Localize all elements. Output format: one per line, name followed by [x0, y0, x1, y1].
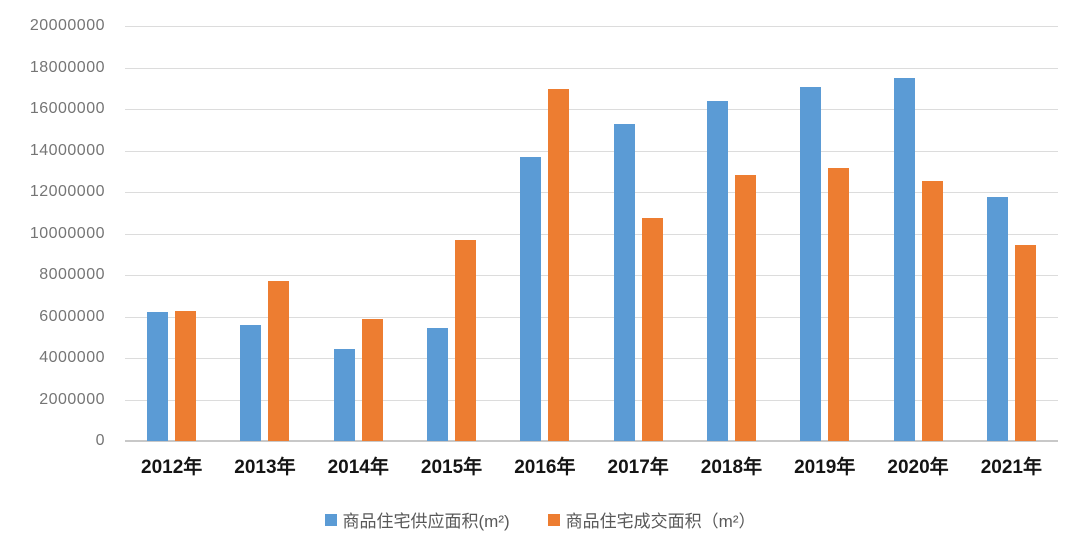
y-tick-label: 6000000	[39, 307, 105, 325]
y-tick-label: 10000000	[29, 224, 105, 242]
bar-transaction-2012年	[175, 311, 197, 441]
x-tick-label: 2020年	[887, 457, 949, 478]
legend-label: 商品住宅成交面积（m²）	[565, 512, 756, 531]
legend-label: 商品住宅供应面积(m²)	[342, 512, 510, 531]
bar-transaction-2020年	[921, 180, 943, 441]
y-tick-label: 16000000	[29, 100, 105, 117]
bar-transaction-2016年	[548, 89, 570, 441]
bar-supply-2020年	[893, 77, 915, 441]
legend-item-transaction: 商品住宅成交面积（m²）	[547, 507, 756, 532]
bar-transaction-2015年	[455, 239, 477, 441]
bar-supply-2017年	[613, 123, 635, 441]
y-tick-label: 20000000	[29, 17, 105, 34]
bar-transaction-2018年	[734, 175, 756, 441]
y-tick-label: 12000000	[29, 183, 105, 200]
y-tick-label: 14000000	[29, 141, 105, 159]
gridline	[125, 150, 1058, 152]
bar-supply-2012年	[147, 312, 169, 441]
x-tick-label: 2018年	[700, 457, 763, 478]
bar-supply-2013年	[240, 324, 262, 441]
bar-supply-2015年	[427, 327, 449, 441]
bar-transaction-2021年	[1014, 244, 1036, 441]
bar-supply-2018年	[706, 100, 728, 441]
bar-transaction-2014年	[361, 318, 383, 441]
x-tick-label: 2015年	[420, 457, 483, 478]
x-tick-label: 2017年	[607, 457, 669, 478]
x-tick-label: 2014年	[327, 457, 389, 478]
bar-supply-2016年	[520, 156, 542, 441]
legend-item-supply: 商品住宅供应面积(m²)	[324, 507, 510, 532]
gridline	[125, 67, 1058, 69]
gridline	[125, 399, 1058, 401]
x-tick-label: 2012年	[141, 457, 203, 478]
gridline	[125, 233, 1058, 235]
bar-supply-2014年	[333, 348, 355, 441]
x-tick-label: 2021年	[980, 457, 1042, 478]
gridline	[125, 109, 1058, 110]
gridline	[125, 26, 1058, 27]
legend-swatch-icon	[324, 513, 337, 526]
bar-transaction-2019年	[828, 168, 850, 441]
bar-transaction-2013年	[268, 281, 290, 441]
gridline	[125, 275, 1058, 276]
y-tick-label: 18000000	[29, 58, 105, 76]
bar-supply-2021年	[986, 197, 1008, 441]
gridline	[125, 358, 1058, 359]
bar-supply-2019年	[800, 87, 822, 441]
y-tick-label: 0	[95, 432, 105, 449]
legend: 商品住宅供应面积(m²) 商品住宅成交面积（m²）	[0, 507, 1080, 532]
gridline	[125, 316, 1058, 318]
legend-swatch-icon	[547, 513, 560, 526]
x-tick-label: 2013年	[234, 457, 296, 478]
x-axis-line	[125, 440, 1058, 442]
gridline	[125, 192, 1058, 193]
x-tick-label: 2016年	[514, 457, 576, 478]
x-tick-label: 2019年	[794, 457, 856, 478]
y-tick-label: 2000000	[39, 390, 105, 408]
y-tick-label: 4000000	[39, 349, 105, 366]
bar-transaction-2017年	[641, 217, 663, 441]
y-tick-label: 8000000	[39, 266, 105, 283]
